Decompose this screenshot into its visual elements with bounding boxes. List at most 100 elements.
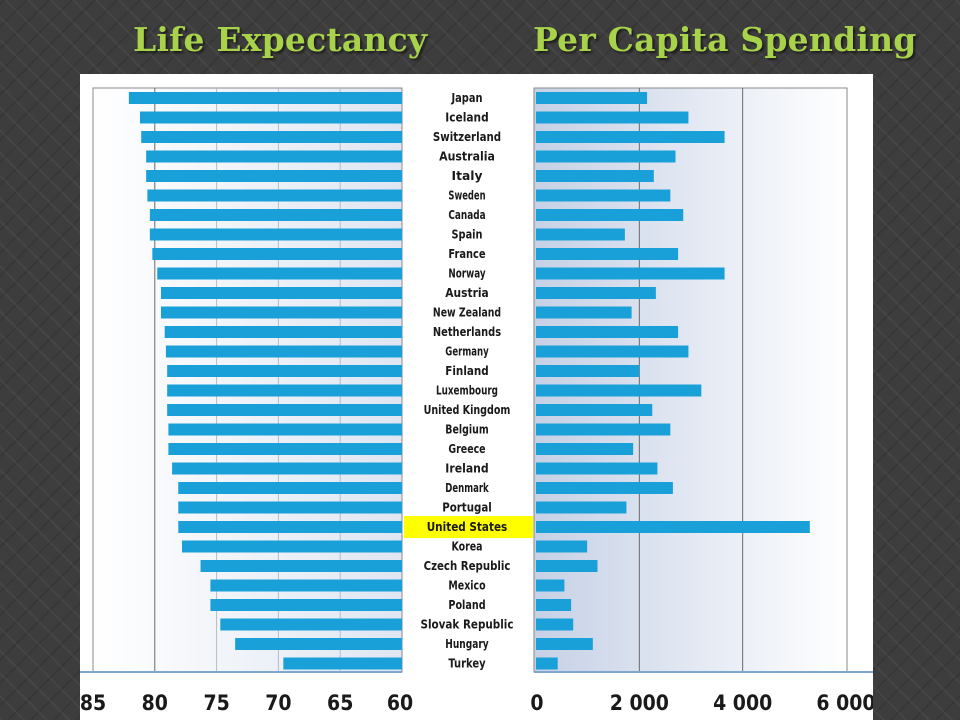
life-expectancy-tick-65: 65 [327, 691, 353, 715]
life-expectancy-bar-germany [165, 345, 402, 358]
country-label-mexico: Mexico [448, 579, 485, 593]
life-expectancy-bar-turkey [283, 657, 402, 670]
life-expectancy-bar-austria [160, 287, 402, 299]
spending-bar-new-zealand [536, 306, 632, 319]
life-expectancy-bar-czech-republic [200, 560, 402, 572]
life-expectancy-bar-finland [167, 365, 402, 377]
united-states-highlight [404, 516, 533, 538]
life-expectancy-bar-korea [181, 540, 402, 553]
comparison-chart: Japan Iceland Switzerland Australia Italy Swe… [80, 74, 873, 720]
spending-bar-slovak-republic [536, 618, 574, 631]
spending-panel [533, 87, 848, 673]
spending-bars [534, 92, 873, 673]
spending-bar-canada [536, 209, 684, 221]
country-label-australia: Australia [439, 150, 495, 164]
life-expectancy-title: Life Expectancy [133, 20, 428, 59]
life-expectancy-bar-new-zealand [160, 306, 402, 319]
spending-bar-france [536, 248, 679, 260]
spending-bar-belgium [536, 423, 671, 436]
life-expectancy-bar-portugal [178, 501, 402, 514]
life-expectancy-bar-united-states [178, 521, 402, 533]
life-expectancy-bar-canada [149, 209, 402, 221]
life-expectancy-tick-60: 60 [387, 691, 413, 715]
spending-gridlines [638, 88, 744, 672]
country-label-norway: Norway [448, 267, 485, 281]
spending-bar-greece [536, 443, 634, 455]
life-expectancy-bar-mexico [210, 579, 402, 592]
life-expectancy-bar-luxembourg [167, 384, 402, 397]
spending-bar-switzerland [536, 131, 725, 143]
spending-bar-hungary [536, 638, 593, 650]
spending-bar-finland [536, 365, 640, 377]
country-label-korea: Korea [452, 540, 483, 554]
country-labels: Japan Iceland Switzerland Australia Italy Swe… [421, 91, 514, 671]
country-label-iceland: Iceland [445, 111, 488, 125]
country-label-hungary: Hungary [445, 637, 488, 651]
spending-bar-australia [536, 150, 676, 163]
life-expectancy-bar-italy [146, 170, 402, 182]
country-label-germany: Germany [445, 345, 488, 359]
country-label-luxembourg: Luxembourg [436, 384, 498, 398]
life-expectancy-bar-australia [146, 150, 402, 163]
life-expectancy-bar-iceland [139, 111, 402, 124]
life-expectancy-bar-belgium [168, 423, 402, 436]
country-label-france: France [448, 247, 485, 261]
highlight-band [404, 516, 533, 538]
life-expectancy-bar-denmark [178, 482, 402, 494]
spending-tick-2-000: 2 000 [610, 691, 669, 715]
life-expectancy-gridlines [154, 88, 341, 672]
country-label-slovak-republic: Slovak Republic [421, 618, 514, 632]
country-label-canada: Canada [448, 208, 485, 222]
spending-bar-japan [536, 92, 648, 104]
per-capita-spending-title: Per Capita Spending [533, 20, 917, 59]
country-label-spain: Spain [452, 228, 483, 242]
life-expectancy-tick-75: 75 [203, 691, 229, 715]
country-label-poland: Poland [448, 598, 485, 612]
spending-bar-portugal [536, 501, 627, 514]
spending-bar-netherlands [536, 326, 679, 338]
life-expectancy-bar-netherlands [164, 326, 402, 338]
life-expectancy-tick-85: 85 [80, 691, 106, 715]
spending-bar-sweden [536, 189, 671, 202]
spending-bar-germany [536, 345, 689, 358]
life-expectancy-tick-labels: 85 80 75 70 65 60 [80, 691, 413, 715]
country-label-denmark: Denmark [445, 481, 489, 495]
life-expectancy-tick-70: 70 [265, 691, 291, 715]
spending-bar-italy [536, 170, 654, 182]
life-expectancy-bars [80, 92, 403, 673]
life-expectancy-bar-united-kingdom [167, 404, 402, 416]
spending-bar-korea [536, 540, 588, 553]
life-expectancy-bar-ireland [172, 462, 402, 475]
life-expectancy-bar-hungary [235, 638, 402, 650]
spending-tick-4-000: 4 000 [713, 691, 772, 715]
spending-tick-labels: 0 2 000 4 000 6 000 [530, 691, 873, 715]
spending-bar-norway [536, 267, 725, 280]
country-label-united-states: United States [427, 520, 508, 534]
country-label-italy: Italy [452, 169, 483, 183]
country-label-turkey: Turkey [448, 657, 485, 671]
country-label-portugal: Portugal [442, 501, 492, 515]
spending-bar-austria [536, 287, 656, 299]
country-label-switzerland: Switzerland [433, 130, 501, 144]
life-expectancy-tick-80: 80 [142, 691, 168, 715]
spending-bar-mexico [536, 579, 565, 592]
spending-bar-united-states [536, 521, 810, 533]
life-expectancy-bar-spain [149, 228, 402, 241]
country-label-japan: Japan [451, 91, 483, 105]
spending-bar-spain [536, 228, 625, 241]
spending-bar-turkey [536, 657, 558, 670]
life-expectancy-bar-slovak-republic [220, 618, 402, 631]
life-expectancy-bar-poland [210, 599, 402, 611]
life-expectancy-bar-france [152, 248, 402, 260]
country-label-netherlands: Netherlands [433, 325, 501, 339]
country-label-czech-republic: Czech Republic [424, 559, 511, 573]
spending-tick-0: 0 [530, 691, 543, 715]
spending-bar-ireland [536, 462, 658, 475]
country-label-finland: Finland [445, 364, 488, 378]
life-expectancy-bar-japan [128, 92, 402, 104]
life-expectancy-bar-switzerland [141, 131, 403, 143]
spending-bar-united-kingdom [536, 404, 653, 416]
country-label-sweden: Sweden [448, 189, 485, 203]
spending-bar-denmark [536, 482, 673, 494]
life-expectancy-panel [92, 87, 403, 673]
